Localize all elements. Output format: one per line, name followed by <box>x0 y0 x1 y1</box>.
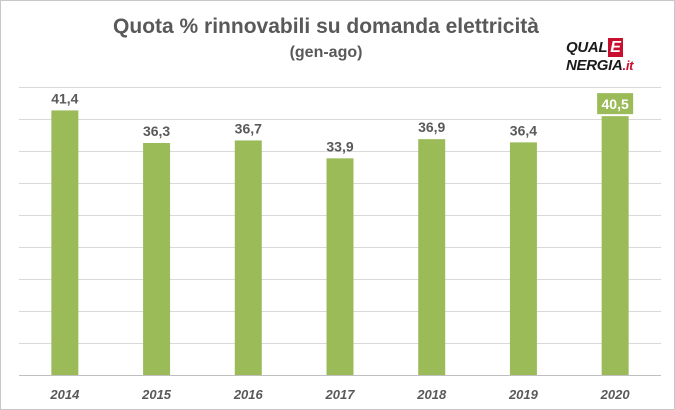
value-label-2020: 40,5 <box>602 96 629 112</box>
value-labels: 41,4 36,3 36,7 33,9 36,9 36,4 40,5 <box>51 90 634 154</box>
value-label-2019: 36,4 <box>510 122 537 138</box>
x-tick-label-2016: 2016 <box>233 387 264 402</box>
bar-2015 <box>143 142 171 375</box>
value-label-2015: 36,3 <box>143 123 170 139</box>
bar-2014 <box>51 110 79 376</box>
value-label-2017: 33,9 <box>326 138 353 154</box>
chart-title: Quota % rinnovabili su domanda elettrici… <box>113 15 539 38</box>
logo-text-nergia: NERGIA <box>566 57 623 74</box>
value-label-2014: 41,4 <box>51 90 78 106</box>
x-tick-label-2017: 2017 <box>325 387 356 402</box>
bar-2017 <box>326 158 354 375</box>
bar-2018 <box>418 139 446 375</box>
highlight-label-box <box>597 93 634 115</box>
logo-text-it: .it <box>622 58 634 73</box>
x-tick-label-2019: 2019 <box>508 387 539 402</box>
x-axis: 2014 2015 2016 2017 2018 2019 2020 <box>49 387 630 402</box>
chart-subtitle: (gen-ago) <box>289 44 363 61</box>
qualenergia-logo: QUAL ENERGIA.it <box>566 38 674 74</box>
value-label-2018: 36,9 <box>418 119 445 135</box>
x-tick-label-2014: 2014 <box>49 387 80 402</box>
x-tick-label-2020: 2020 <box>600 387 631 402</box>
logo-text-qual: QUAL <box>566 39 608 56</box>
x-tick-label-2018: 2018 <box>416 387 447 402</box>
bar-2016 <box>234 140 262 375</box>
logo-text-e: E <box>608 38 623 57</box>
x-tick-label-2015: 2015 <box>141 387 172 402</box>
bar-2019 <box>509 142 537 375</box>
value-label-2016: 36,7 <box>235 120 262 136</box>
bars <box>51 110 629 376</box>
bar-2020 <box>601 116 629 376</box>
